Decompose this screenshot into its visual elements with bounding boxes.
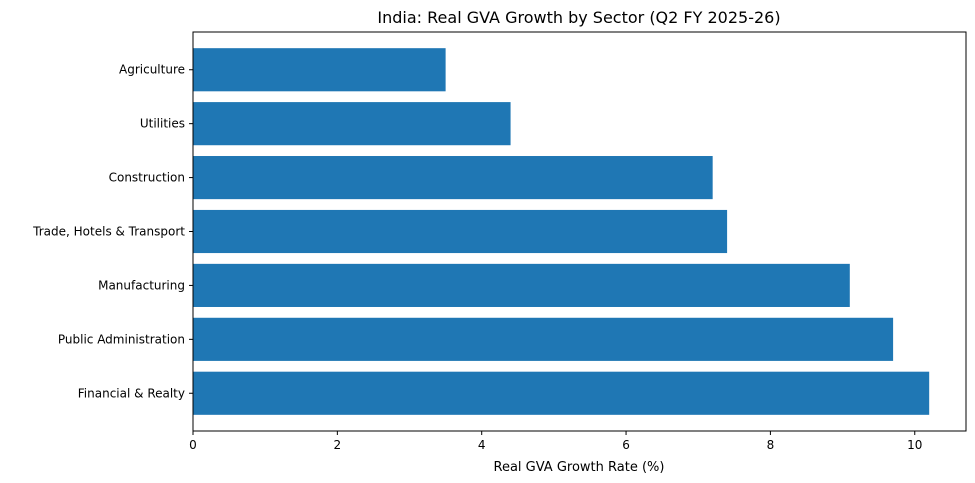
x-axis-label: Real GVA Growth Rate (%) [494,460,665,475]
plot-frame [192,31,967,432]
x-tick-label: 0 [189,438,197,452]
y-tick-label: Utilities [140,117,185,131]
x-tick-label: 2 [334,438,342,452]
bar [193,371,930,415]
x-tick-label: 8 [767,438,775,452]
y-tick-label: Manufacturing [98,278,185,292]
bar [193,209,728,254]
y-tick-label: Public Administration [58,332,185,346]
bar [193,102,511,146]
x-tick-label: 4 [478,438,486,452]
bar [193,317,894,361]
bar [193,263,850,307]
x-tick-label: 10 [907,438,922,452]
chart-title: India: Real GVA Growth by Sector (Q2 FY … [377,8,780,27]
bar [193,48,446,92]
y-tick-label: Construction [109,171,185,185]
y-tick-label: Financial & Realty [78,386,185,400]
y-tick-label: Agriculture [119,63,185,77]
bar [193,156,713,200]
x-tick-label: 6 [622,438,630,452]
y-tick-label: Trade, Hotels & Transport [32,225,185,239]
